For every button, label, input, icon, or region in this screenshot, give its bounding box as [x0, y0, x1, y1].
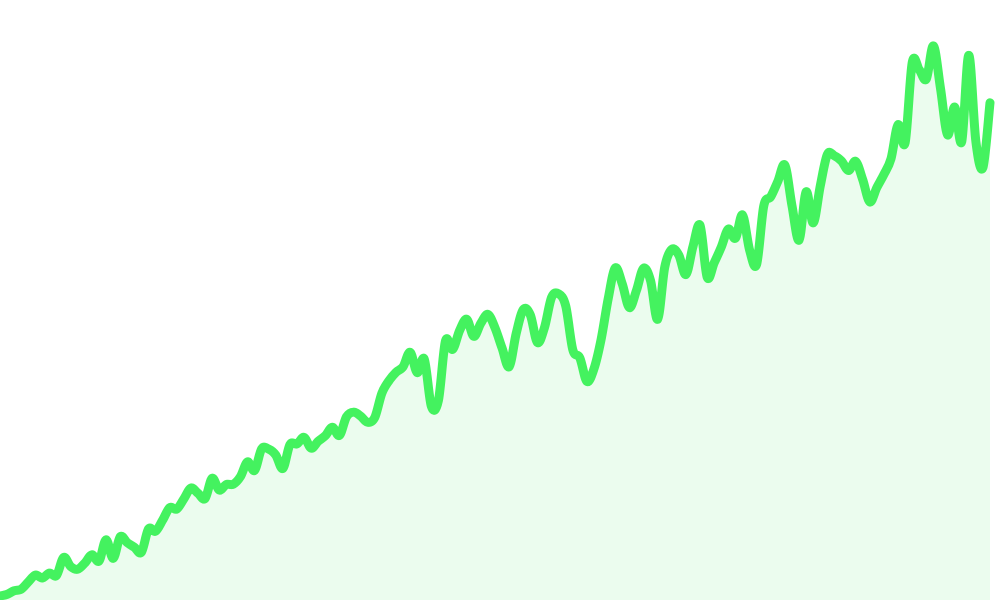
series-area-fill: [0, 45, 990, 600]
series-line: [0, 41, 995, 600]
series-layer: [0, 41, 995, 600]
